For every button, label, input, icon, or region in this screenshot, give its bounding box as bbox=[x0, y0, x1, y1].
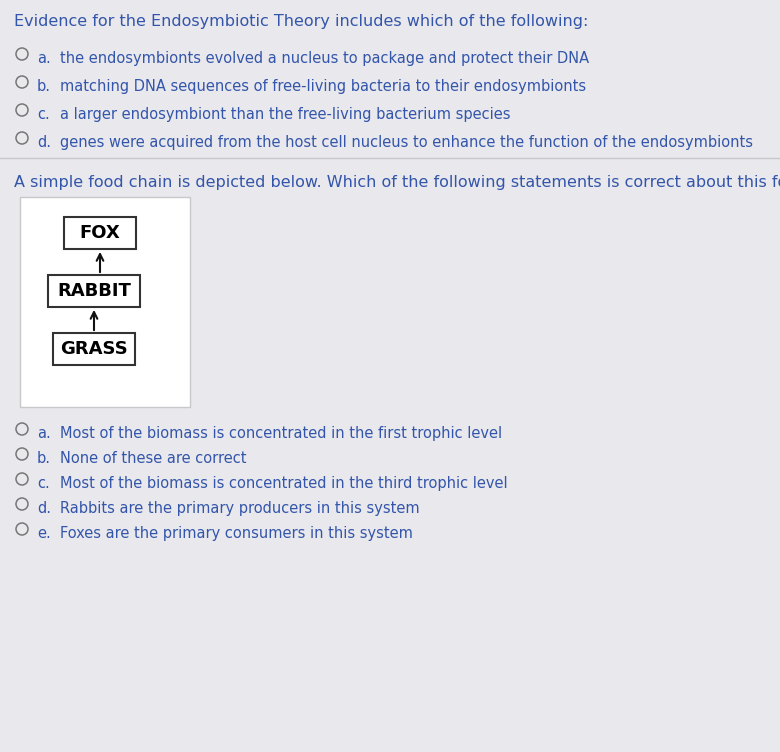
Text: GRASS: GRASS bbox=[60, 340, 128, 358]
Text: a.: a. bbox=[37, 426, 51, 441]
Text: c.: c. bbox=[37, 476, 50, 491]
Text: a larger endosymbiont than the free-living bacterium species: a larger endosymbiont than the free-livi… bbox=[60, 107, 510, 122]
Text: b.: b. bbox=[37, 451, 51, 466]
Text: RABBIT: RABBIT bbox=[57, 282, 131, 300]
Text: Most of the biomass is concentrated in the third trophic level: Most of the biomass is concentrated in t… bbox=[60, 476, 508, 491]
Text: the endosymbionts evolved a nucleus to package and protect their DNA: the endosymbionts evolved a nucleus to p… bbox=[60, 51, 589, 66]
Text: b.: b. bbox=[37, 79, 51, 94]
Text: a.: a. bbox=[37, 51, 51, 66]
Text: Evidence for the Endosymbiotic Theory includes which of the following:: Evidence for the Endosymbiotic Theory in… bbox=[14, 14, 588, 29]
Text: Most of the biomass is concentrated in the first trophic level: Most of the biomass is concentrated in t… bbox=[60, 426, 502, 441]
Text: d.: d. bbox=[37, 135, 51, 150]
Text: genes were acquired from the host cell nucleus to enhance the function of the en: genes were acquired from the host cell n… bbox=[60, 135, 753, 150]
Text: d.: d. bbox=[37, 501, 51, 516]
Text: matching DNA sequences of free-living bacteria to their endosymbionts: matching DNA sequences of free-living ba… bbox=[60, 79, 586, 94]
Text: Foxes are the primary consumers in this system: Foxes are the primary consumers in this … bbox=[60, 526, 413, 541]
Bar bbox=[20, 197, 190, 407]
Bar bbox=[53, 333, 135, 365]
Text: e.: e. bbox=[37, 526, 51, 541]
Text: Rabbits are the primary producers in this system: Rabbits are the primary producers in thi… bbox=[60, 501, 420, 516]
Text: FOX: FOX bbox=[80, 224, 120, 242]
Bar bbox=[64, 217, 136, 249]
Text: c.: c. bbox=[37, 107, 50, 122]
Text: A simple food chain is depicted below. Which of the following statements is corr: A simple food chain is depicted below. W… bbox=[14, 175, 780, 190]
Bar bbox=[48, 275, 140, 307]
Text: None of these are correct: None of these are correct bbox=[60, 451, 246, 466]
